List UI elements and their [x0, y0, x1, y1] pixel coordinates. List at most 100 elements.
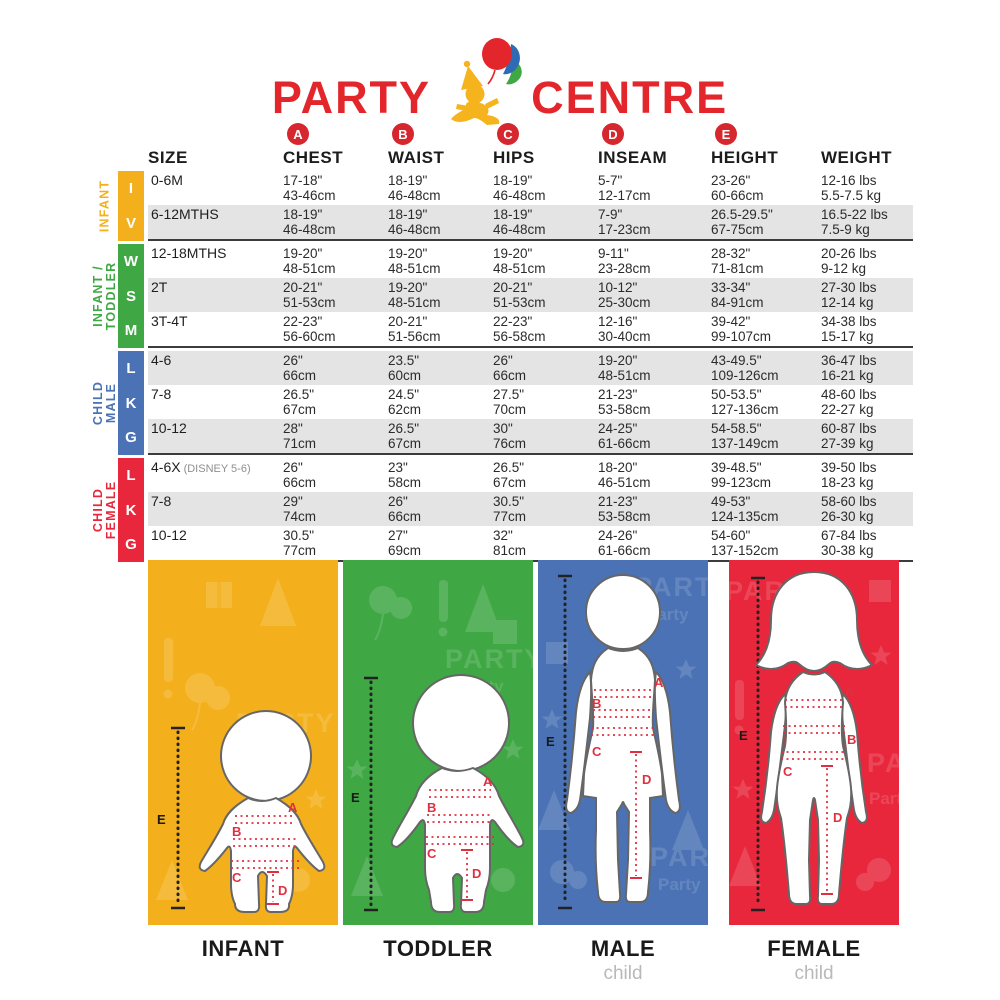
chest-value-line: 67cm [283, 402, 317, 417]
hips-value-line: 32" [493, 527, 513, 543]
row-letter-badge: L [118, 458, 144, 493]
party-child-icon [451, 60, 500, 125]
weight-value-line: 5.5-7.5 kg [821, 188, 882, 203]
group-label-line: FEMALE [104, 480, 118, 540]
hips-value-line: 66cm [493, 368, 527, 383]
e-label: E [351, 790, 360, 805]
height-value-line: 127-136cm [711, 402, 779, 417]
weight-value-line: 22-27 kg [821, 402, 874, 417]
height-value-line: 99-107cm [711, 329, 772, 344]
row-letter-badge: V [118, 206, 144, 241]
row-letter-badge: L [118, 351, 144, 386]
size-value: 10-12 [151, 526, 187, 543]
chest-cell: 26" 66cm [283, 460, 388, 491]
waist-cell: 26" 66cm [388, 494, 493, 525]
inseam-value-line: 19-20" [598, 352, 638, 368]
waist-cell: 23.5" 60cm [388, 353, 493, 384]
height-cell: 54-60" 137-152cm [711, 528, 821, 559]
hips-value-line: 81cm [493, 543, 527, 558]
row-letter-badge: K [118, 492, 144, 528]
group-rows: 4-6 26" 66cm 23.5" 60cm 26" 66cm 19-20" 48-51cm 4… [148, 351, 913, 455]
table-row: 6-12MTHS 18-19" 46-48cm 18-19" 46-48cm 18-19"… [148, 205, 913, 239]
size-value: 4-6 [151, 351, 172, 368]
chest-cell: 18-19" 46-48cm [283, 207, 388, 238]
size-value: 7-8 [151, 385, 172, 402]
inseam-value-line: 53-58cm [598, 509, 651, 524]
waist-cell: 18-19" 46-48cm [388, 173, 493, 204]
table-row: 10-12 28" 71cm 26.5" 67cm 30" 76cm 24-25" 61-66c… [148, 419, 913, 453]
inseam-cell: 12-16" 30-40cm [598, 314, 711, 345]
hips-cell: 27.5" 70cm [493, 387, 598, 418]
female-figure-illustration: PARTY PARTY Party E [729, 560, 899, 925]
chest-value-line: 18-19" [283, 206, 323, 222]
chest-cell: 22-23" 56-60cm [283, 314, 388, 345]
hips-value-line: 51-53cm [493, 295, 546, 310]
hips-value-line: 30.5" [493, 493, 525, 509]
measure-labels: A B C D [232, 800, 298, 898]
hips-cell: 30.5" 77cm [493, 494, 598, 525]
height-value-line: 124-135cm [711, 509, 779, 524]
size-cell: 10-12 [148, 420, 283, 452]
svg-text:C: C [592, 744, 602, 759]
size-group-child-female: CHILD FEMALE L K G 4-6X (DISNEY 5-6) 26" 66cm 23"… [91, 458, 922, 563]
chest-value-line: 22-23" [283, 313, 323, 329]
weight-value-line: 7.5-9 kg [821, 222, 870, 237]
hips-cell: 18-19" 46-48cm [493, 173, 598, 204]
svg-text:D: D [472, 866, 481, 881]
svg-text:Party: Party [869, 789, 899, 808]
weight-value-line: 30-38 kg [821, 543, 874, 558]
waist-value-line: 60cm [388, 368, 422, 383]
inseam-value-line: 12-16" [598, 313, 638, 329]
table-body: INFANT I V 0-6M 17-18" 43-46cm 18-19" 46-48cm 18… [91, 171, 922, 563]
inseam-value-line: 48-51cm [598, 368, 651, 383]
caption-infant: INFANT [201, 936, 285, 961]
height-cell: 28-32" 71-81cm [711, 246, 821, 277]
weight-cell: 36-47 lbs 16-21 kg [821, 353, 913, 384]
size-cell: 4-6 [148, 351, 283, 384]
inseam-cell: 5-7" 12-17cm [598, 173, 711, 204]
size-cell: 2T [148, 279, 283, 311]
size-value: 0-6M [151, 171, 183, 188]
inseam-value-line: 18-20" [598, 459, 638, 475]
column-label: WEIGHT [821, 148, 892, 167]
height-line-E [751, 576, 765, 912]
hips-cell: 22-23" 56-58cm [493, 314, 598, 345]
size-value: 7-8 [151, 492, 172, 509]
group-label-child-female: CHILD FEMALE [91, 458, 118, 562]
chest-cell: 20-21" 51-53cm [283, 280, 388, 311]
waist-value-line: 20-21" [388, 313, 428, 329]
row-letter-badge: G [118, 420, 144, 456]
inseam-cell: 24-26" 61-66cm [598, 528, 711, 559]
waist-cell: 27" 69cm [388, 528, 493, 559]
group-label-text: CHILD MALE [91, 381, 118, 425]
svg-text:C: C [427, 846, 437, 861]
weight-cell: 16.5-22 lbs 7.5-9 kg [821, 207, 913, 238]
hips-value-line: 20-21" [493, 279, 533, 295]
size-cell: 4-6X (DISNEY 5-6) [148, 459, 283, 491]
chest-cell: 28" 71cm [283, 421, 388, 452]
svg-text:A: A [845, 684, 855, 699]
height-cell: 33-34" 84-91cm [711, 280, 821, 311]
svg-text:C: C [783, 764, 793, 779]
weight-value-line: 67-84 lbs [821, 527, 877, 543]
size-cell: 10-12 [148, 526, 283, 559]
weight-value-line: 39-50 lbs [821, 459, 877, 475]
height-cell: 50-53.5" 127-136cm [711, 387, 821, 418]
inseam-value-line: 5-7" [598, 172, 623, 188]
measure-labels: A B C D [592, 675, 664, 787]
inseam-cell: 24-25" 61-66cm [598, 421, 711, 452]
hips-value-line: 18-19" [493, 206, 533, 222]
svg-text:B: B [592, 696, 601, 711]
chest-value-line: 74cm [283, 509, 317, 524]
male-child-panel: PARTY Party PARTY Party E [538, 560, 708, 925]
column-header-waist: B WAIST [388, 123, 493, 168]
weight-cell: 27-30 lbs 12-14 kg [821, 280, 913, 311]
size-value: 6-12MTHS [151, 205, 219, 222]
figure-panels: PARTY E [148, 560, 899, 925]
toddler-figure-illustration: PARTY Party E [343, 560, 533, 925]
weight-value-line: 27-39 kg [821, 436, 874, 451]
waist-cell: 26.5" 67cm [388, 421, 493, 452]
size-cell: 3T-4T [148, 313, 283, 345]
table-row: 0-6M 17-18" 43-46cm 18-19" 46-48cm 18-19" 46-4… [148, 171, 913, 205]
weight-value-line: 9-12 kg [821, 261, 867, 276]
